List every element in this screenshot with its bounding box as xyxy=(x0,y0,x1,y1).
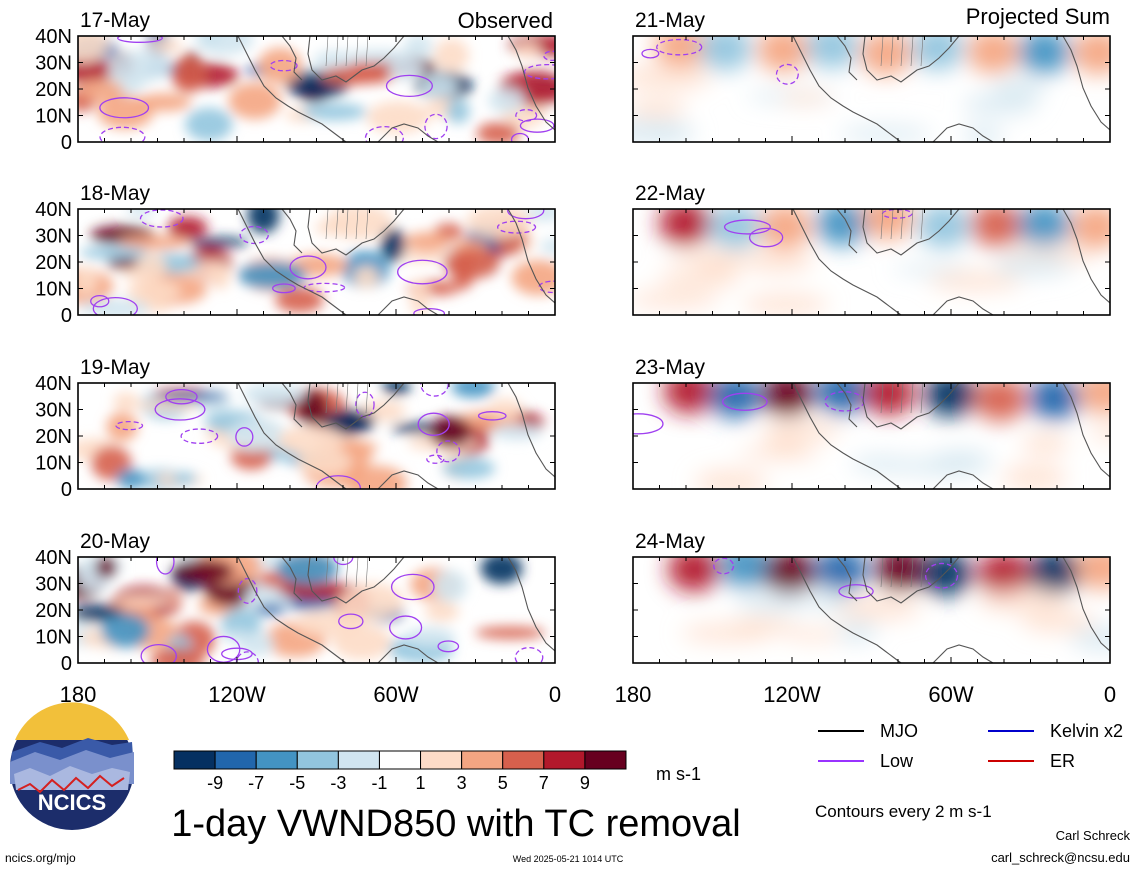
colorbar: -9 -7 -5 -3 -1 1 3 5 7 9 xyxy=(173,750,627,793)
lat-label: 0 xyxy=(61,132,72,154)
legend: MJO Kelvin x2 Low ER xyxy=(818,721,1123,771)
lat-label: 0 xyxy=(61,479,72,501)
panel-date: 23-May xyxy=(635,356,706,379)
colorbar-swatch xyxy=(255,750,298,770)
lat-label: 10N xyxy=(35,279,72,301)
colorbar-tick: 9 xyxy=(580,773,590,793)
lat-label: 20N xyxy=(35,426,72,448)
lon-label: 60W xyxy=(373,682,418,707)
lat-label: 20N xyxy=(35,252,72,274)
projected-header: Projected Sum xyxy=(966,4,1110,29)
lat-label: 30N xyxy=(35,226,72,248)
map-panel: 40N 30N 20N 10N 0 17-May xyxy=(35,9,556,154)
colorbar-tick: 1 xyxy=(416,773,426,793)
lat-label: 40N xyxy=(35,373,72,395)
colorbar-tick: 7 xyxy=(539,773,549,793)
ncics-logo: NCICS xyxy=(10,702,134,830)
contour-note: Contours every 2 m s-1 xyxy=(815,802,992,821)
lat-label: 10N xyxy=(35,627,72,649)
colorbar-tick: -3 xyxy=(330,773,346,793)
colorbar-swatch xyxy=(584,750,627,770)
lat-label: 0 xyxy=(61,305,72,327)
lat-label: 20N xyxy=(35,600,72,622)
lon-label: 60W xyxy=(928,682,973,707)
colorbar-swatch xyxy=(502,750,545,770)
map-panel: 40N 30N 20N 10N 0 20-May xyxy=(35,530,556,675)
panel-date: 21-May xyxy=(635,9,706,32)
lat-label: 20N xyxy=(35,79,72,101)
colorbar-swatch xyxy=(461,750,504,770)
legend-label: Low xyxy=(880,751,914,771)
colorbar-swatch xyxy=(173,750,216,770)
lat-label: 30N xyxy=(35,400,72,422)
map-panel: 40N 30N 20N 10N 0 19-May xyxy=(35,356,556,501)
colorbar-swatch xyxy=(543,750,586,770)
panel-date: 22-May xyxy=(635,182,706,205)
lon-label: 180 xyxy=(615,682,652,707)
colorbar-swatch xyxy=(296,750,339,770)
lat-label: 10N xyxy=(35,453,72,475)
lon-label: 0 xyxy=(1104,682,1116,707)
panel-date: 20-May xyxy=(80,530,151,553)
colorbar-tick: -5 xyxy=(289,773,305,793)
author-name: Carl Schreck xyxy=(1056,828,1131,843)
colorbar-tick: -1 xyxy=(371,773,387,793)
legend-label: Kelvin x2 xyxy=(1050,721,1123,741)
lat-label: 40N xyxy=(35,26,72,48)
map-panel: 40N 30N 20N 10N 0 18-May xyxy=(35,182,556,327)
timestamp: Wed 2025-05-21 1014 UTC xyxy=(513,854,624,864)
colorbar-tick: -9 xyxy=(207,773,223,793)
colorbar-tick: 5 xyxy=(498,773,508,793)
panel-date: 17-May xyxy=(80,9,151,32)
logo-text: NCICS xyxy=(38,790,106,815)
legend-label: ER xyxy=(1050,751,1075,771)
lon-label: 120W xyxy=(763,682,821,707)
map-panel: 24-May xyxy=(632,530,1111,664)
panel-date: 19-May xyxy=(80,356,151,379)
lat-label: 30N xyxy=(35,53,72,75)
lat-label: 40N xyxy=(35,199,72,221)
colorbar-tick: 3 xyxy=(457,773,467,793)
observed-header: Observed xyxy=(458,8,553,33)
lat-label: 10N xyxy=(35,106,72,128)
lon-label: 0 xyxy=(549,682,561,707)
site-link[interactable]: ncics.org/mjo xyxy=(5,851,76,865)
lat-label: 30N xyxy=(35,574,72,596)
colorbar-swatch xyxy=(337,750,380,770)
panel-date: 18-May xyxy=(80,182,151,205)
colorbar-swatch xyxy=(420,750,463,770)
colorbar-swatch xyxy=(214,750,257,770)
legend-label: MJO xyxy=(880,721,918,741)
lon-label: 120W xyxy=(208,682,266,707)
panel-date: 24-May xyxy=(635,530,706,553)
lat-label: 0 xyxy=(61,653,72,675)
figure-title: 1-day VWND850 with TC removal xyxy=(171,803,740,845)
map-panel: 22-May xyxy=(632,182,1111,316)
colorbar-swatch xyxy=(378,750,422,770)
colorbar-tick: -7 xyxy=(248,773,264,793)
colorbar-unit: m s-1 xyxy=(656,764,701,784)
map-panel: 21-May xyxy=(632,9,1111,143)
map-panel: 23-May xyxy=(632,356,1111,490)
author-email[interactable]: carl_schreck@ncsu.edu xyxy=(991,850,1130,865)
lat-label: 40N xyxy=(35,547,72,569)
